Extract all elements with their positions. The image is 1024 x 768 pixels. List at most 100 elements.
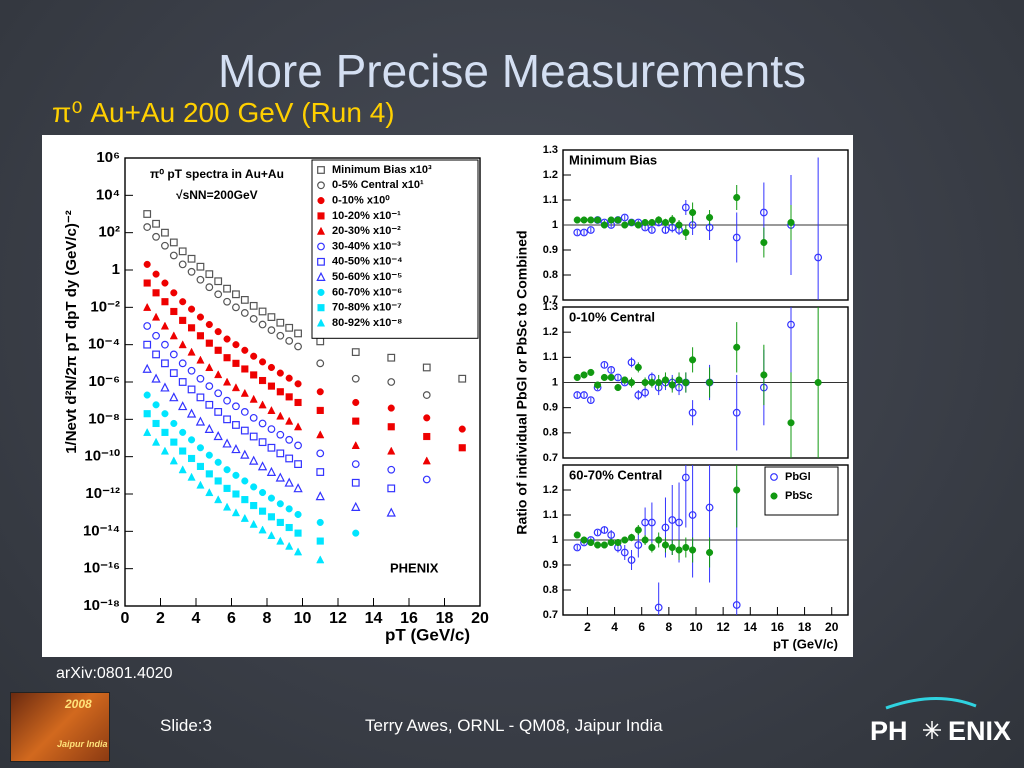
y-tick-label: 1 — [552, 219, 558, 231]
x-tick-label: 10 — [294, 610, 312, 627]
y-tick-label: 1 — [552, 534, 558, 546]
data-point — [351, 501, 361, 511]
annotation: √sNN=200GeV — [176, 188, 258, 202]
data-point — [169, 350, 178, 359]
data-point — [760, 371, 768, 379]
data-point — [214, 495, 223, 504]
logo-year: 2008 — [65, 697, 92, 711]
legend-label: 40-50% x10⁻⁴ — [332, 256, 403, 268]
data-point — [151, 373, 161, 383]
data-point — [387, 404, 395, 412]
legend-marker — [316, 318, 326, 327]
data-point — [143, 322, 152, 330]
data-point — [294, 510, 302, 519]
y-tick-label: 10⁶ — [96, 149, 120, 166]
data-point — [276, 536, 285, 545]
legend-marker — [316, 226, 326, 235]
data-point — [196, 462, 204, 470]
data-point — [151, 312, 161, 321]
data-point — [661, 523, 670, 532]
data-point — [258, 419, 267, 428]
x-tick-label: 8 — [666, 620, 673, 634]
data-point — [614, 216, 622, 224]
data-point — [178, 401, 188, 411]
data-point — [594, 541, 602, 549]
data-point — [250, 502, 258, 510]
data-point — [647, 518, 656, 527]
legend-label: Minimum Bias x10³ — [332, 164, 432, 176]
data-point — [294, 460, 302, 468]
legend-marker — [770, 492, 778, 500]
data-point — [222, 377, 232, 386]
data-point — [188, 436, 196, 444]
y-tick-label: 0.9 — [543, 402, 558, 414]
data-point — [267, 405, 276, 414]
data-point — [293, 547, 303, 556]
data-point — [196, 374, 205, 383]
slide-number: Slide:3 — [160, 716, 212, 735]
legend-marker — [317, 242, 325, 251]
y-tick-label: 0.7 — [543, 609, 558, 621]
slide-title: More Precise Measurements — [218, 45, 806, 97]
legend-marker — [317, 257, 325, 266]
data-point — [249, 301, 258, 310]
data-point — [241, 477, 249, 485]
data-point — [178, 465, 187, 474]
data-point — [573, 216, 581, 224]
data-point — [688, 511, 697, 519]
data-point — [586, 226, 595, 234]
data-point — [787, 218, 795, 227]
data-point — [675, 518, 683, 527]
data-point — [187, 366, 196, 375]
x-tick-label: 4 — [192, 610, 201, 627]
data-point — [223, 484, 231, 492]
data-point — [267, 443, 276, 452]
data-point — [594, 381, 602, 389]
y-tick-label: 10⁻⁸ — [88, 410, 120, 427]
data-point — [422, 391, 431, 399]
data-point — [627, 218, 636, 227]
data-point — [316, 406, 324, 414]
legend-marker — [317, 181, 325, 190]
data-point — [249, 432, 258, 441]
data-point — [179, 298, 187, 306]
legend-box — [311, 159, 479, 339]
data-point — [760, 238, 768, 247]
data-point — [231, 383, 241, 392]
data-point — [240, 513, 249, 522]
data-point — [705, 503, 714, 512]
data-point — [682, 378, 690, 387]
data-point — [634, 221, 642, 229]
data-point — [223, 297, 231, 306]
data-point — [179, 316, 187, 324]
data-point — [161, 228, 169, 237]
data-point — [668, 543, 676, 552]
y-tick-label: 1.3 — [543, 301, 558, 313]
x-tick-label: 18 — [436, 610, 454, 627]
x-tick-label: 16 — [400, 610, 418, 627]
data-point — [214, 290, 223, 299]
data-point — [257, 461, 268, 471]
data-point — [222, 502, 232, 511]
data-point — [668, 381, 676, 389]
legend-label: 20-30% x10⁻² — [332, 225, 401, 237]
data-point — [187, 472, 196, 481]
data-point — [241, 496, 249, 504]
data-point — [580, 216, 588, 224]
data-point — [580, 371, 588, 379]
data-point — [285, 523, 293, 532]
data-point — [187, 267, 196, 276]
data-point — [689, 546, 697, 554]
data-point — [240, 296, 249, 304]
data-point — [458, 374, 467, 383]
data-point — [160, 446, 170, 455]
data-point — [143, 223, 152, 231]
data-point — [214, 370, 223, 379]
data-point — [285, 374, 293, 382]
data-point — [232, 421, 240, 429]
y-tick-label: 10⁻⁶ — [88, 373, 120, 390]
data-point — [187, 254, 196, 263]
data-point — [621, 536, 629, 544]
data-point — [422, 363, 431, 372]
data-point — [161, 428, 169, 436]
